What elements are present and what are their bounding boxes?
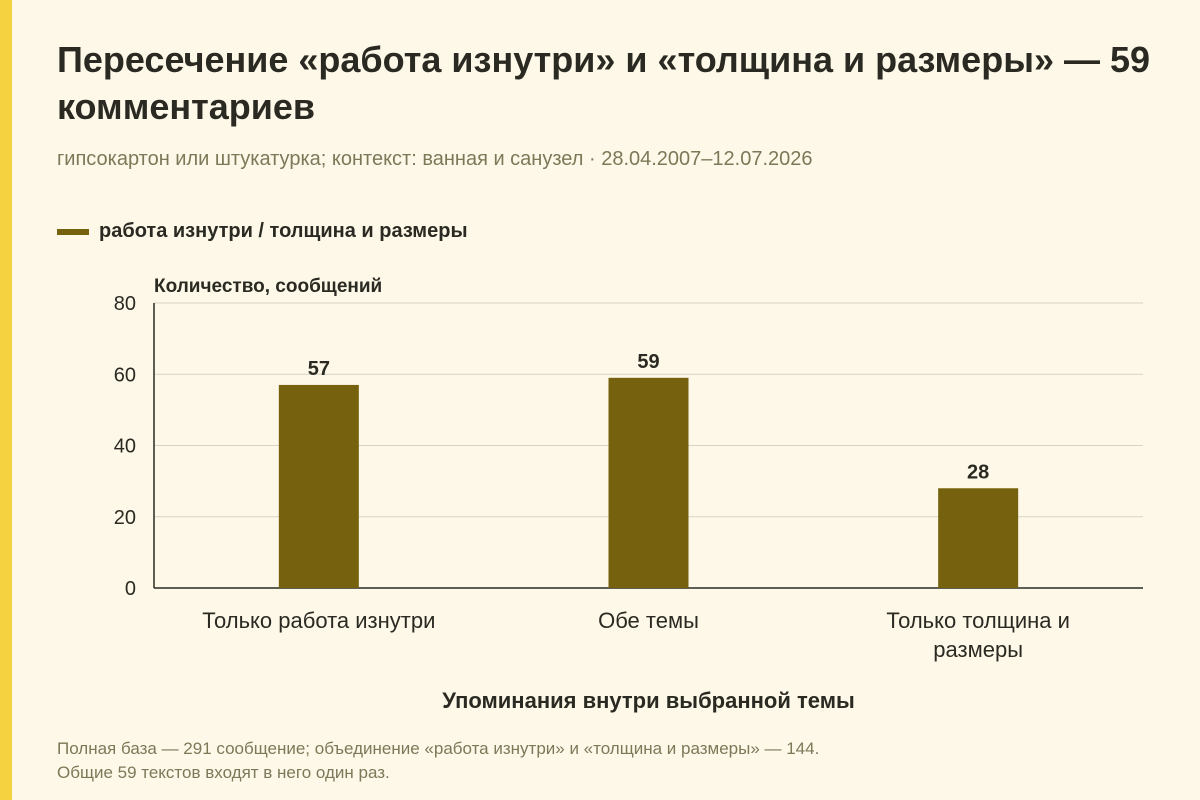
y-axis-label: Количество, сообщений [154,276,382,297]
bar-value-label: 59 [637,351,659,373]
bar [608,377,689,588]
bar [938,488,1019,588]
bar-value-label: 57 [308,358,330,380]
footnote: Полная база — 291 сообщение; объединение… [57,737,1157,785]
y-tick-label: 40 [114,436,136,458]
x-tick-label: Только толщина и [886,608,1070,633]
bar-value-label: 28 [967,461,989,483]
y-tick-label: 20 [114,507,136,529]
y-tick-label: 0 [125,578,136,600]
legend-label: работа изнутри / толщина и размеры [99,220,468,242]
chart-subtitle: гипсокартон или штукатурка; контекст: ва… [57,148,813,170]
accent-bar [0,0,12,800]
bar [278,384,359,588]
legend-swatch [57,228,89,235]
chart-title: Пересечение «работа изнутри» и «толщина … [57,39,1151,127]
x-axis-label: Упоминания внутри выбранной темы [442,688,855,713]
footnote-line: Полная база — 291 сообщение; объединение… [57,739,820,758]
x-tick-label: Обе темы [598,608,699,633]
x-tick-label: Только работа изнутри [202,608,435,633]
y-tick-label: 80 [114,293,136,315]
footnote-line: Общие 59 текстов входят в него один раз. [57,763,390,782]
legend: работа изнутри / толщина и размеры [57,220,468,243]
y-tick-label: 60 [114,364,136,386]
x-tick-label: размеры [933,637,1023,662]
